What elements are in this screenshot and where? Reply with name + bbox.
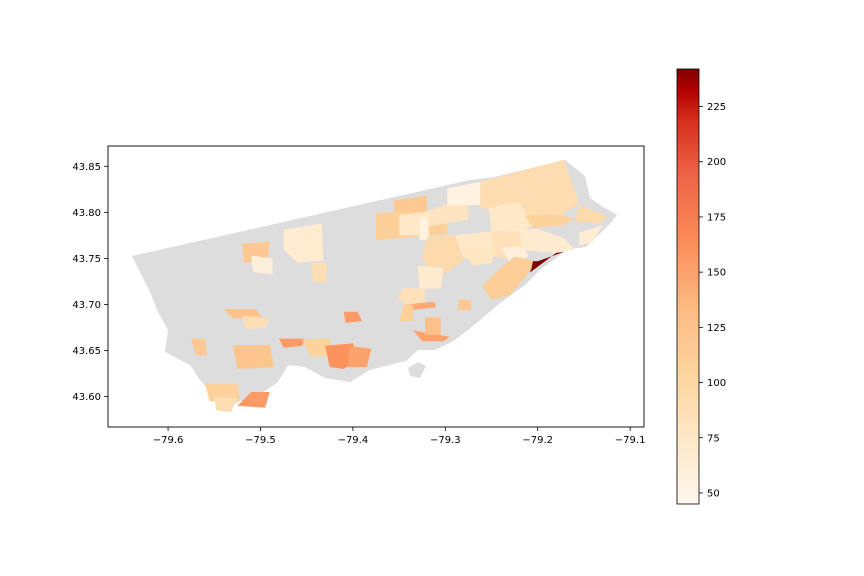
region-17: [422, 235, 464, 274]
map-axes-frame: [107, 145, 645, 428]
region-31: [343, 311, 363, 323]
region-34: [242, 315, 270, 330]
region-24: [417, 265, 444, 289]
x-tick-label: −79.3: [430, 435, 461, 446]
colorbar: [676, 68, 700, 505]
region-22: [530, 252, 564, 273]
region-40: [205, 383, 241, 402]
island: [408, 362, 426, 378]
colorbar-tick-label: 100: [707, 378, 726, 389]
region-2: [283, 223, 324, 263]
colorbar-tick-label: 225: [707, 102, 726, 113]
region-26: [405, 301, 437, 310]
x-tick-label: −79.5: [245, 435, 276, 446]
region-37: [302, 338, 335, 357]
y-tick-label: 43.60: [72, 392, 101, 403]
region-39: [348, 345, 372, 368]
region-3: [251, 255, 273, 275]
region-4: [311, 263, 327, 284]
region-33: [223, 309, 263, 319]
x-tick-label: −79.4: [338, 435, 369, 446]
region-29: [413, 330, 450, 342]
region-28: [457, 298, 472, 310]
colorbar-tick-label: 125: [707, 323, 726, 334]
y-tick-label: 43.80: [72, 208, 101, 219]
region-12: [488, 201, 534, 235]
region-27: [399, 304, 413, 321]
region-36: [279, 338, 305, 348]
x-tick-label: −79.6: [153, 435, 184, 446]
colorbar-tick-label: 75: [707, 433, 720, 444]
region-15: [514, 228, 575, 253]
region-21: [459, 245, 497, 266]
y-tick-label: 43.65: [72, 346, 101, 357]
region-8: [428, 203, 469, 227]
region-5: [393, 195, 427, 216]
region-16: [579, 225, 603, 246]
region-41: [214, 396, 238, 413]
region-13: [524, 214, 575, 228]
y-tick-label: 43.75: [72, 254, 101, 265]
region-23: [482, 256, 534, 300]
region-25: [397, 287, 425, 305]
colorbar-tick-label: 200: [707, 157, 726, 168]
region-14: [574, 205, 607, 224]
x-tick-label: −79.1: [615, 435, 646, 446]
y-tick-label: 43.85: [72, 162, 101, 173]
y-tick-label: 43.70: [72, 300, 101, 311]
region-32: [191, 338, 207, 356]
colorbar-tick-label: 175: [707, 212, 726, 223]
region-30: [425, 317, 441, 335]
region-42: [237, 392, 270, 408]
region-9: [419, 217, 429, 240]
colorbar-tick-label: 150: [707, 268, 726, 279]
region-10: [447, 181, 481, 205]
region-35: [232, 345, 275, 369]
colorbar-tick-label: 50: [707, 488, 720, 499]
x-tick-label: −79.2: [522, 435, 553, 446]
